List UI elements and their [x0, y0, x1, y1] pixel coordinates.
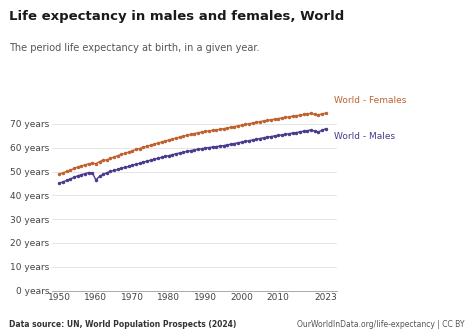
Text: Life expectancy in males and females, World: Life expectancy in males and females, Wo…: [9, 10, 345, 23]
Text: in Data: in Data: [409, 28, 440, 37]
Text: World - Males: World - Males: [334, 132, 395, 141]
Text: Data source: UN, World Population Prospects (2024): Data source: UN, World Population Prospe…: [9, 320, 237, 329]
Text: Our World: Our World: [402, 13, 446, 22]
Text: OurWorldInData.org/life-expectancy | CC BY: OurWorldInData.org/life-expectancy | CC …: [297, 320, 465, 329]
Text: World - Females: World - Females: [334, 96, 406, 105]
Text: The period life expectancy at birth, in a given year.: The period life expectancy at birth, in …: [9, 43, 260, 53]
